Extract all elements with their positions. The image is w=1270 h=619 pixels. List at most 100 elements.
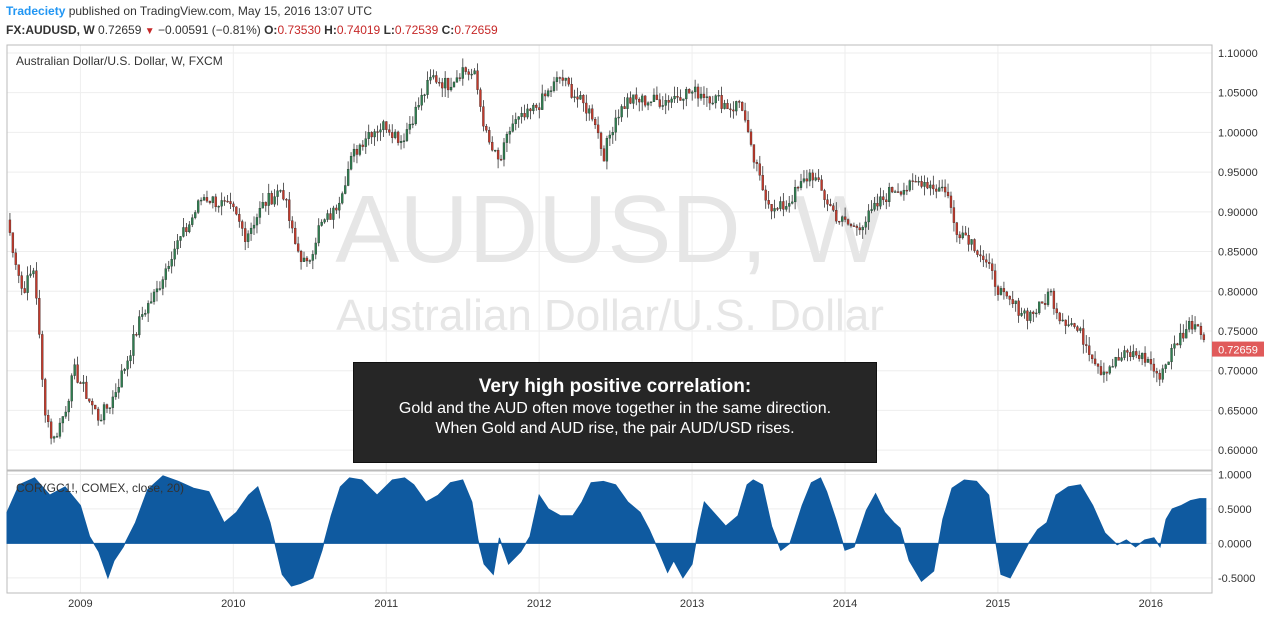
candle <box>808 169 811 187</box>
candle-body <box>1032 311 1035 314</box>
candle <box>294 221 297 245</box>
time-axis[interactable]: 2009 2010 2011 2012 2013 2014 2015 2016 <box>68 598 1163 610</box>
candle <box>1126 348 1129 362</box>
open-value: 0.73530 <box>277 23 321 37</box>
candle <box>688 88 691 94</box>
candle-body <box>320 221 323 226</box>
candle-body <box>1117 357 1120 361</box>
candle <box>544 89 547 102</box>
candle-body <box>1002 288 1006 293</box>
candle <box>782 193 785 217</box>
candle <box>1173 335 1176 356</box>
candle <box>588 105 591 121</box>
candle-body <box>835 210 838 222</box>
candle <box>826 194 829 212</box>
candle <box>1082 319 1085 354</box>
time-tick-label: 2013 <box>680 598 704 610</box>
candle <box>888 182 891 207</box>
candle <box>829 198 832 207</box>
candle-body <box>561 77 564 81</box>
candle <box>444 71 447 97</box>
last-price-tag-bg <box>1212 341 1264 357</box>
candle-body <box>993 270 997 287</box>
candle-body <box>1158 372 1161 380</box>
candle-body <box>973 239 976 251</box>
price-axis[interactable]: 1.10000 1.05000 1.00000 0.95000 0.90000 0.850… <box>1218 48 1258 457</box>
candle-body <box>382 121 385 131</box>
candle <box>1073 322 1076 329</box>
candle <box>596 116 600 139</box>
candle-body <box>629 97 632 104</box>
candle-body <box>976 250 979 255</box>
candle <box>276 184 279 206</box>
candle <box>567 76 570 87</box>
candle-body <box>661 105 664 107</box>
candle-body <box>593 119 597 126</box>
candle-body <box>1052 290 1056 309</box>
author-link[interactable]: Tradeciety <box>6 4 66 18</box>
candle-body <box>526 108 529 118</box>
candle-body <box>770 204 773 212</box>
candle <box>938 180 941 192</box>
change-value: −0.00591 (−0.81%) <box>158 23 261 37</box>
candle <box>38 289 41 339</box>
candle-body <box>867 210 870 223</box>
candle <box>1120 352 1123 362</box>
candle <box>961 225 964 240</box>
candle-body <box>161 279 165 289</box>
price-panel-frame <box>6 44 1213 471</box>
candle-body <box>388 129 391 133</box>
candle <box>561 69 564 87</box>
candle-body <box>35 270 38 299</box>
candle-body <box>1196 324 1200 327</box>
candle-body <box>505 134 509 143</box>
candle-body <box>1085 344 1088 346</box>
correlation-axis[interactable]: 1.0000 0.5000 0.0000 -0.5000 <box>1218 469 1255 584</box>
candle-body <box>408 124 412 130</box>
candle-body <box>1029 311 1032 321</box>
candle <box>970 239 973 251</box>
candle-body <box>979 254 982 257</box>
candle <box>1020 307 1023 317</box>
candle <box>376 125 379 142</box>
candle-body <box>738 101 741 103</box>
candle <box>846 218 850 226</box>
candle <box>614 109 617 141</box>
candle <box>505 131 509 153</box>
candle <box>1179 323 1182 349</box>
candle <box>270 190 273 205</box>
candle <box>64 406 67 419</box>
candle-body <box>244 228 247 242</box>
candle-body <box>955 222 959 235</box>
candle-body <box>1120 357 1123 361</box>
candle-body <box>479 89 482 107</box>
candle <box>573 89 576 103</box>
candle-body <box>438 82 441 84</box>
candle <box>249 222 253 241</box>
candle <box>111 390 115 415</box>
candle-body <box>823 190 826 200</box>
candle-body <box>691 91 694 94</box>
candle <box>743 102 747 123</box>
symbol-label[interactable]: FX:AUDUSD, W <box>6 23 95 37</box>
candle-body <box>23 288 26 293</box>
candle-body <box>688 89 691 94</box>
candle-body <box>276 190 279 197</box>
candle <box>738 99 741 108</box>
candle-body <box>1176 343 1179 346</box>
candle <box>670 96 673 109</box>
candle <box>673 86 676 104</box>
candle <box>73 358 76 380</box>
candle-body <box>832 205 835 211</box>
candle <box>32 267 35 278</box>
candle-body <box>158 288 162 290</box>
candle-body <box>226 200 229 203</box>
candle-body <box>252 224 256 229</box>
candle <box>123 367 126 374</box>
candle <box>923 175 926 196</box>
candle <box>920 175 923 189</box>
candle <box>1049 288 1053 296</box>
candle <box>1167 361 1170 366</box>
candle-body <box>1138 355 1141 359</box>
candle-body <box>946 191 950 197</box>
